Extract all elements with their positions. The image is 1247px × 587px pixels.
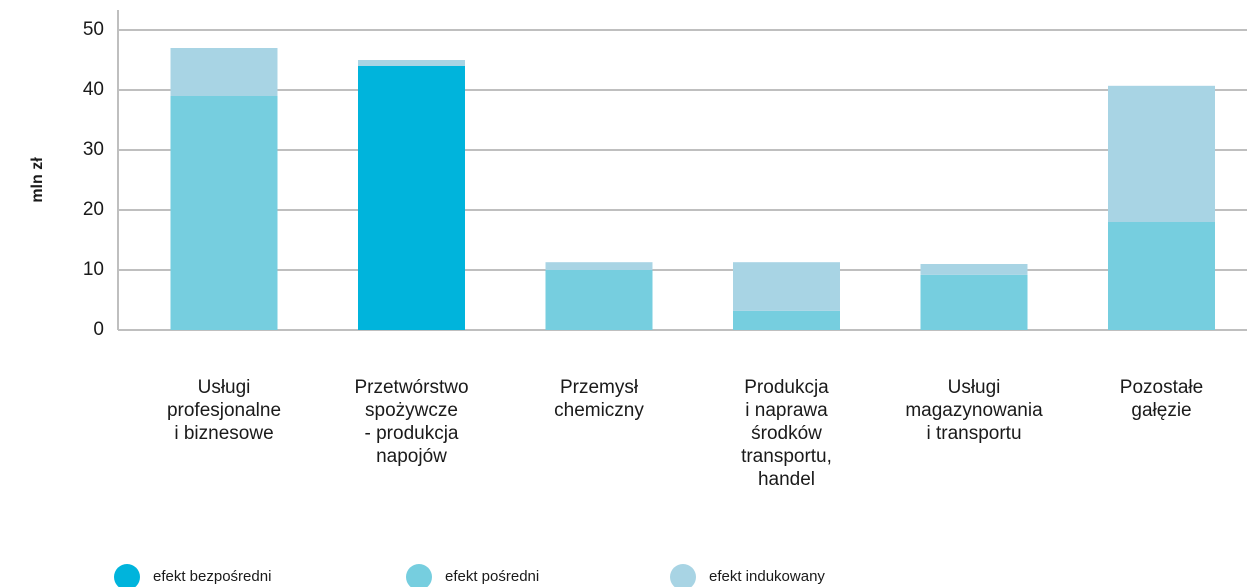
x-tick-label: Usługi (198, 377, 251, 398)
x-tick-label: magazynowania (905, 400, 1043, 421)
y-tick-label: 50 (83, 19, 104, 40)
legend-swatch (406, 564, 432, 587)
y-axis-label: mln zł (29, 157, 46, 203)
x-tick-label: Produkcja (744, 377, 829, 398)
x-tick-label: transportu, (741, 446, 832, 467)
x-tick-label: chemiczny (554, 400, 644, 421)
legend-label: efekt bezpośredni (153, 568, 271, 585)
x-tick-label: handel (758, 469, 815, 490)
bar-segment (1108, 222, 1215, 330)
x-tick-label: napojów (376, 446, 447, 467)
x-tick-label: Usługi (948, 377, 1001, 398)
y-tick-label: 10 (83, 259, 104, 280)
bar-segment (358, 66, 465, 330)
y-tick-label: 40 (83, 79, 104, 100)
x-tick-label: - produkcja (365, 423, 459, 444)
x-tick-label: i naprawa (745, 400, 828, 421)
legend-label: efekt indukowany (709, 568, 825, 585)
x-tick-label: Pozostałe (1120, 377, 1203, 398)
x-tick-label: gałęzie (1131, 400, 1191, 421)
bar-segment (920, 274, 1028, 330)
y-tick-label: 20 (83, 199, 104, 220)
x-tick-label: środków (751, 423, 822, 444)
x-tick-label: i biznesowe (174, 423, 273, 444)
x-tick-label: i transportu (926, 423, 1021, 444)
legend-label: efekt pośredni (445, 568, 539, 585)
legend-swatch (114, 564, 140, 587)
x-tick-label: profesjonalne (167, 400, 281, 421)
bar-segment (170, 96, 278, 330)
x-tick-label: Przemysł (560, 377, 639, 398)
bar-segment (920, 264, 1028, 275)
bar-segment (545, 270, 653, 330)
bar-segment (358, 60, 465, 66)
y-tick-label: 30 (83, 139, 104, 160)
y-tick-label: 0 (93, 319, 104, 340)
bar-segment (733, 262, 840, 311)
bar-segment (170, 48, 278, 96)
legend-swatch (670, 564, 696, 587)
x-tick-label: Przetwórstwo (354, 377, 468, 398)
x-tick-label: spożywcze (365, 400, 458, 421)
bar-segment (545, 262, 653, 270)
bar-segment (1108, 85, 1215, 222)
bar-segment (733, 310, 840, 330)
